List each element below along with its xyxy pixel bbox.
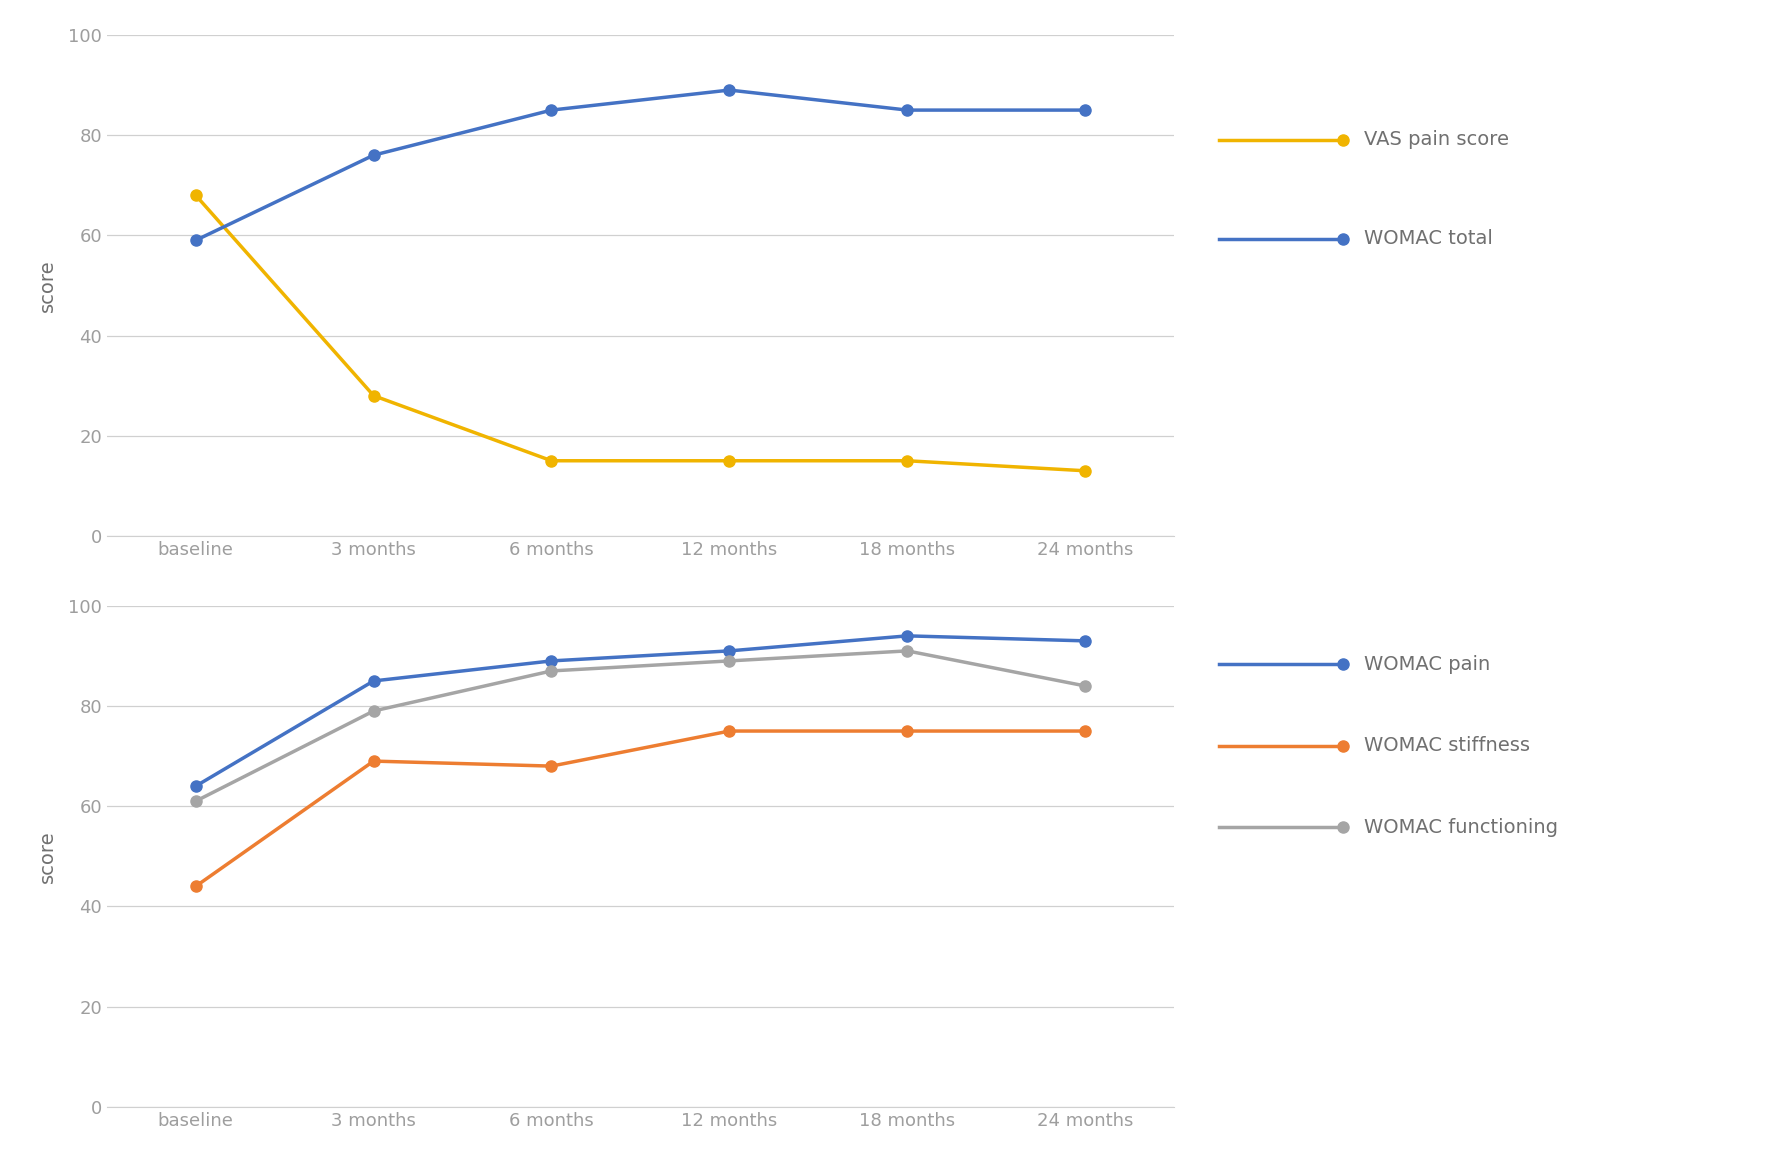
Y-axis label: score: score <box>37 829 57 883</box>
Text: WOMAC total: WOMAC total <box>1364 230 1493 248</box>
Text: WOMAC pain: WOMAC pain <box>1364 655 1491 673</box>
Text: WOMAC stiffness: WOMAC stiffness <box>1364 736 1530 755</box>
Text: VAS pain score: VAS pain score <box>1364 130 1510 149</box>
Text: WOMAC functioning: WOMAC functioning <box>1364 818 1558 836</box>
Y-axis label: score: score <box>37 259 57 312</box>
